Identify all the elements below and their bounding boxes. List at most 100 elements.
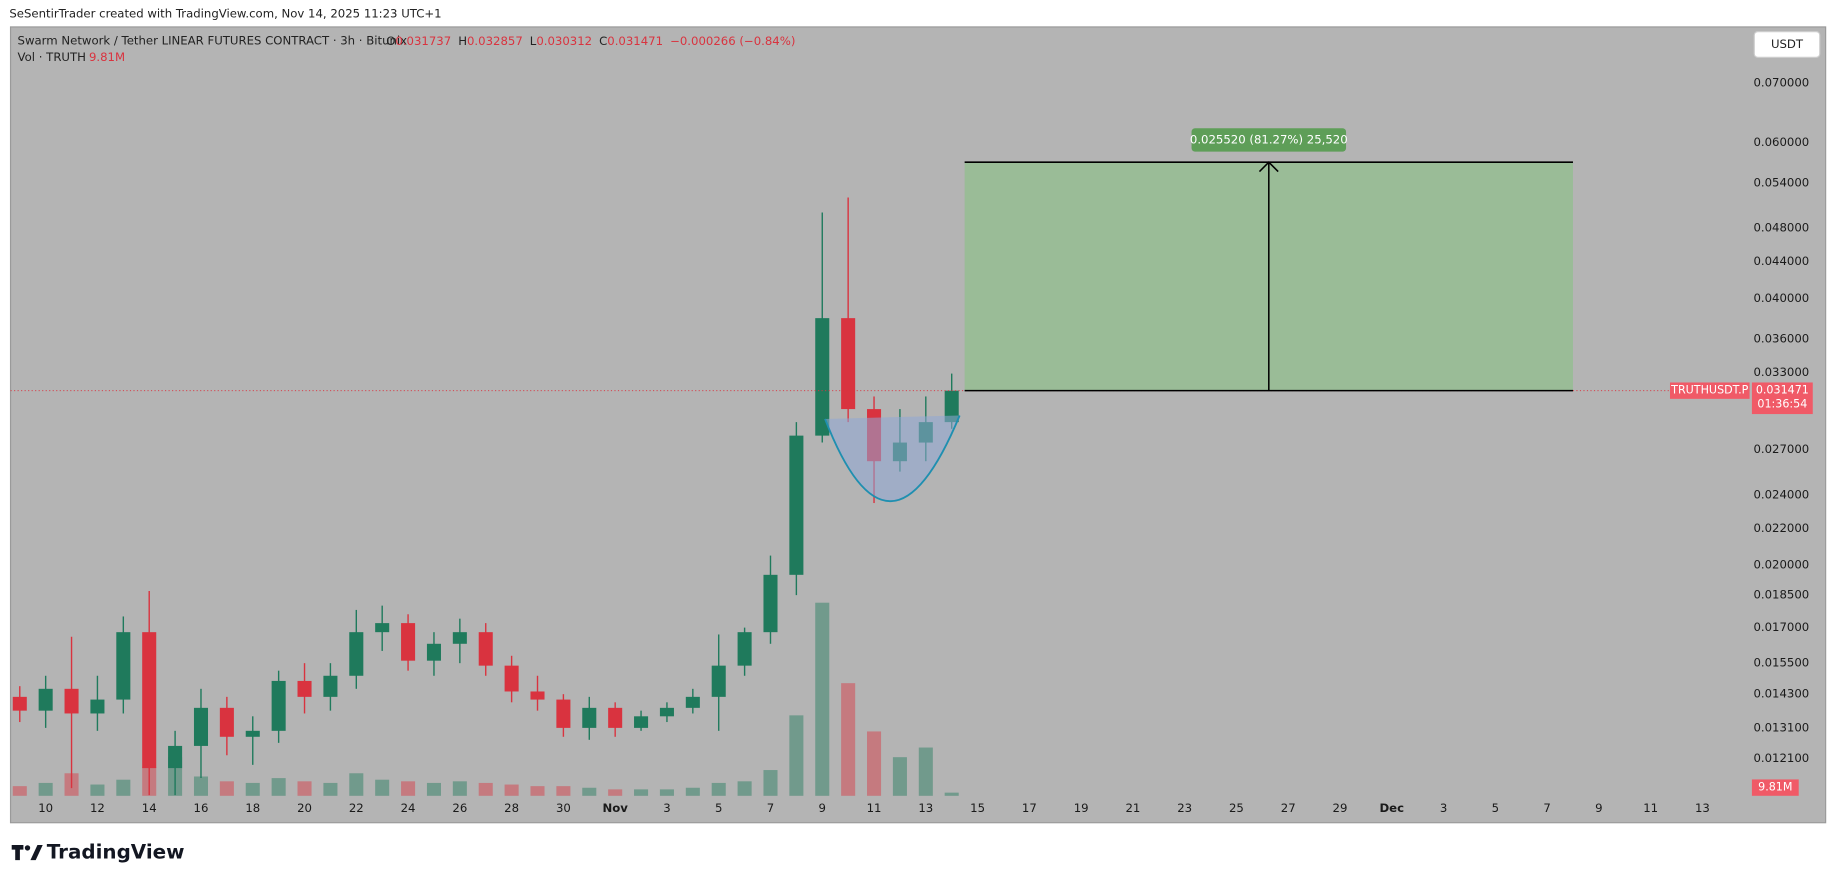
brand-logo [11, 844, 43, 861]
volume-name: Vol · TRUTH [18, 50, 86, 64]
volume-tag [1751, 779, 1799, 796]
candle-body [944, 390, 959, 423]
volume-bar [38, 782, 53, 796]
x-tick-label: Dec [1379, 801, 1404, 815]
ohlc-key: L [530, 33, 537, 47]
y-tick-label: 0.012100 [1753, 751, 1809, 765]
y-tick-label: 0.060000 [1753, 135, 1809, 149]
volume-value: 9.81M [89, 50, 125, 64]
candle-body [504, 665, 519, 692]
y-tick-label: 0.018500 [1753, 588, 1809, 602]
credit: SeSentirTrader created with TradingView.… [9, 7, 441, 21]
x-tick-label: 28 [504, 801, 519, 815]
volume-bar [763, 770, 778, 796]
candle-body [245, 730, 260, 737]
y-tick-label: 0.015500 [1753, 656, 1809, 670]
volume-axis-label: 9.81M [1758, 781, 1792, 794]
y-tick-label: 0.054000 [1753, 175, 1809, 189]
y-tick-label: 0.020000 [1753, 558, 1809, 572]
brand-name: TradingView [47, 841, 185, 864]
candle-body [297, 680, 312, 697]
x-tick-label: 5 [715, 801, 722, 815]
volume-bar [219, 781, 234, 796]
candle-body [530, 691, 545, 700]
x-tick-label: 11 [1643, 801, 1658, 815]
volume-bar [297, 781, 312, 796]
volume-bar [12, 786, 27, 796]
candle-body [815, 318, 830, 436]
volume-bar [504, 784, 519, 796]
candle-body [323, 675, 338, 697]
y-tick-label: 0.048000 [1753, 221, 1809, 235]
candle-body [142, 632, 157, 769]
x-tick-label: 9 [1595, 801, 1602, 815]
y-tick-label: 0.017000 [1753, 620, 1809, 634]
candle-body [349, 632, 364, 676]
volume-bar [323, 782, 338, 796]
x-tick-label: 18 [245, 801, 260, 815]
volume-bar [685, 787, 700, 796]
candle-body [582, 707, 597, 728]
ohlc-key: C [599, 33, 607, 47]
x-tick-label: 14 [142, 801, 157, 815]
candle-body [556, 699, 571, 728]
x-tick-label: 10 [38, 801, 53, 815]
ohlc-values: O0.031737 H0.032857 L0.030312 C0.031471 −0.0… [386, 33, 795, 47]
x-tick-label: 16 [194, 801, 209, 815]
candle-body [401, 623, 416, 661]
arrow-head [1258, 161, 1279, 173]
candle-body [659, 707, 674, 717]
volume-bar [193, 776, 209, 796]
candle-body [193, 707, 209, 746]
currency-button[interactable] [1753, 31, 1821, 58]
volume-bar [90, 784, 105, 796]
y-tick-label: 0.027000 [1753, 442, 1809, 456]
candle-body [711, 665, 726, 697]
volume-bar [426, 782, 441, 796]
candle-body [219, 707, 234, 737]
volume-bar [634, 789, 649, 796]
symbol-tag [1669, 382, 1750, 399]
candle-body [116, 632, 131, 700]
position-label-box [1191, 128, 1347, 152]
ohlc-key: H [458, 33, 467, 47]
x-tick-label: 13 [1695, 801, 1710, 815]
price-tag [1751, 382, 1813, 415]
volume-bar [349, 773, 364, 796]
candle-body [90, 699, 105, 714]
x-tick-label: 15 [970, 801, 985, 815]
x-tick-label: 25 [1229, 801, 1244, 815]
change: −0.000266 (−0.84%) [670, 33, 795, 47]
candle-body [634, 716, 649, 728]
x-tick-label: 13 [918, 801, 933, 815]
ohlc-key: O [386, 33, 395, 47]
ohlc-value: 0.031737 [395, 33, 451, 47]
volume-bar [659, 789, 674, 796]
y-tick-label: 0.024000 [1753, 487, 1809, 501]
y-tick-label: 0.036000 [1753, 331, 1809, 345]
volume-bar [867, 731, 882, 796]
x-tick-label: Nov [602, 801, 628, 815]
x-tick-label: 12 [90, 801, 105, 815]
ohlc-value: 0.030312 [536, 33, 592, 47]
ohlc-value: 0.031471 [607, 33, 663, 47]
x-tick-label: 3 [663, 801, 670, 815]
y-tick-label: 0.014300 [1753, 687, 1809, 701]
x-tick-label: 11 [867, 801, 882, 815]
volume-bar [841, 683, 856, 796]
x-tick-label: 24 [401, 801, 416, 815]
candle-body [64, 688, 79, 714]
y-tick-label: 0.033000 [1753, 365, 1809, 379]
y-tick-label: 0.022000 [1753, 521, 1809, 535]
volume-bar [530, 786, 545, 796]
volume-bar [737, 781, 752, 796]
x-tick-label: 26 [452, 801, 467, 815]
candle-body [271, 680, 286, 731]
volume-bar [478, 782, 493, 796]
currency-label[interactable]: USDT [1771, 37, 1804, 51]
volume-bar [245, 782, 260, 796]
candle-body [478, 632, 493, 666]
x-tick-label: 3 [1440, 801, 1447, 815]
